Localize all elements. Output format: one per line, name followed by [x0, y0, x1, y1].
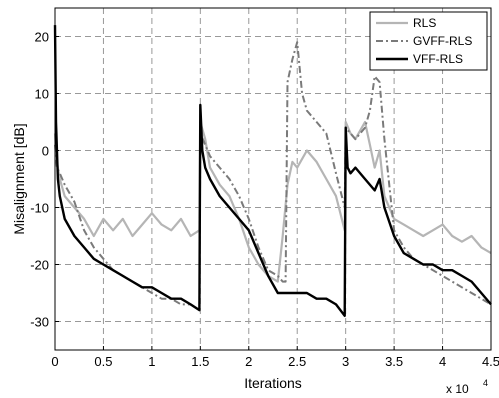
x-axis-label: Iterations [244, 375, 302, 391]
y-tick-label: -20 [30, 258, 49, 273]
x-tick-labels: 0 0.5 1 1.5 2 2.5 3 3.5 4 4.5 [51, 354, 499, 369]
x-tick-label: 0.5 [94, 354, 112, 369]
legend-label: VFF-RLS [413, 52, 463, 66]
y-axis-label: Misalignment [dB] [11, 123, 27, 234]
x-tick-label: 4.5 [482, 354, 499, 369]
series-line-rls [53, 120, 492, 283]
legend-label: GVFF-RLS [413, 34, 472, 48]
x-tick-label: 2 [245, 354, 252, 369]
y-tick-label: 20 [35, 30, 49, 45]
x-tick-label: 0 [51, 354, 58, 369]
legend: RLS GVFF-RLS VFF-RLS [369, 11, 488, 71]
plot-frame [54, 7, 492, 351]
x-multiplier-base: x 10 [446, 382, 469, 396]
y-tick-label: -30 [30, 315, 49, 330]
x-tick-label: 1 [148, 354, 155, 369]
series-line-vff-rls [53, 25, 492, 317]
series-line-gvff-rls [54, 41, 492, 312]
x-tick-label: 2.5 [288, 354, 306, 369]
y-tick-label: 0 [42, 144, 49, 159]
y-tick-label: 10 [35, 87, 49, 102]
x-tick-label: 1.5 [191, 354, 209, 369]
x-multiplier-exponent: 4 [483, 378, 488, 388]
legend-label: RLS [413, 16, 436, 30]
x-tick-label: 4 [439, 354, 446, 369]
series-lines [53, 25, 492, 317]
x-tick-label: 3 [342, 354, 349, 369]
x-tick-label: 3.5 [385, 354, 403, 369]
x-multiplier: x 10 4 [446, 378, 488, 396]
y-tick-label: -10 [30, 201, 49, 216]
y-tick-labels: -30 -20 -10 0 10 20 [30, 30, 49, 330]
legend-box [369, 11, 488, 71]
